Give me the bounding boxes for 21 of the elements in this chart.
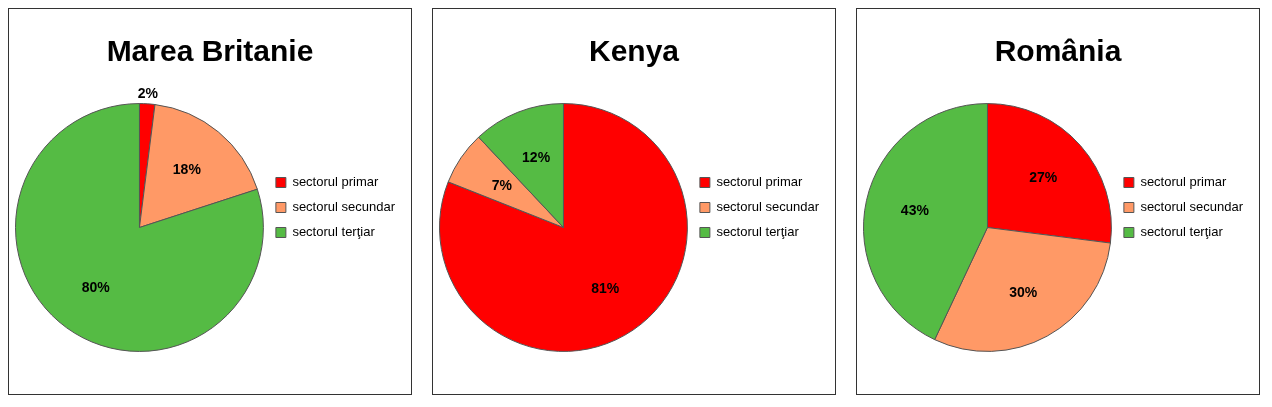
legend-label: sectorul terţiar [292, 224, 376, 240]
legend-label: sectorul secundar [1140, 199, 1244, 215]
chart-title: Marea Britanie [106, 34, 314, 68]
data-label: 18% [172, 161, 202, 178]
chart-title: România [994, 34, 1122, 68]
data-label: 2% [137, 84, 159, 101]
legend-label: sectorul terţiar [1140, 224, 1224, 240]
legend-label: sectorul primar [292, 174, 380, 190]
legend-label: sectorul terţiar [716, 224, 800, 240]
legend-label: sectorul secundar [292, 199, 396, 215]
data-label: 7% [491, 176, 513, 193]
legend-label: sectorul primar [1140, 174, 1228, 190]
chart-title: Kenya [588, 34, 680, 68]
data-label: 30% [1009, 283, 1038, 300]
data-label: 27% [1029, 169, 1058, 186]
legend-label: sectorul secundar [716, 199, 820, 215]
data-label: 81% [591, 279, 620, 296]
legend-label: sectorul primar [716, 174, 804, 190]
data-label: 80% [81, 278, 111, 295]
data-label: 43% [900, 202, 930, 219]
data-label: 12% [522, 149, 551, 166]
